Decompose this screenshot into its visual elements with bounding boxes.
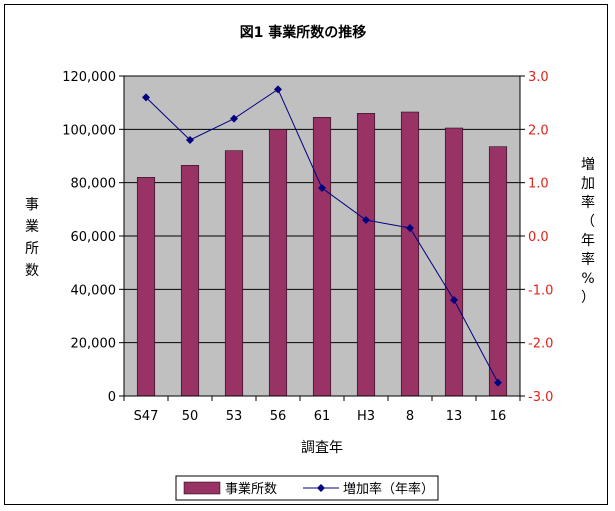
rate-point-13 [450,296,458,304]
axis-label-char: 所 [25,241,39,257]
y-tick-label: 60,000 [71,230,117,245]
x-tick-label: 53 [226,409,243,424]
legend: 事業所数 増加率（年率） [175,475,439,501]
bar-56 [268,129,288,397]
bar-H3 [356,113,376,397]
axis-label-char: 事 [25,197,39,213]
chart-title: 図1 事業所数の推移 [240,24,367,41]
axis-label-char: （ [581,214,595,230]
axis-label-char: 数 [25,263,39,279]
x-tick-label: 13 [446,409,463,424]
y2-tick-label: -3.0 [528,390,553,405]
x-tick-label: 50 [182,409,199,424]
x-axis-label: 調査年 [301,440,343,456]
x-tick-labels: S47 50 53 56 61 H3 8 13 16 [134,409,507,424]
y-tick-label: 0 [108,390,116,405]
rate-line [142,85,502,387]
y2-axis-label: 増加率（年率%） [581,157,595,306]
y2-tick-label: 2.0 [528,123,549,138]
axis-label-char: 業 [25,219,39,235]
y-tick-label: 40,000 [71,283,117,298]
y-tick-label: 100,000 [62,123,116,138]
y-tick-label: 20,000 [71,337,117,352]
y2-tick-labels: -3.0 -2.0 -1.0 0.0 1.0 2.0 3.0 [528,70,553,405]
axis-label-char: 年 [581,233,595,249]
bar-S47 [136,177,156,397]
y2-tick-label: -2.0 [528,337,553,352]
axis-label-char: 加 [581,176,595,192]
axis-label-char: % [581,271,594,287]
legend-line-marker [317,484,325,492]
y-tick-labels: 0 20,000 40,000 60,000 80,000 100,000 120,000 [62,70,116,405]
legend-label-line: 増加率（年率） [343,481,434,497]
rate-point-50 [186,136,194,144]
chart-svg: 図1 事業所数の推移 0 20,000 40,000 60,000 80,000 100,… [25,24,595,501]
y-axis-label: 事業所数 [25,197,39,279]
axis-label-char: ） [581,290,595,306]
rate-point-61 [318,184,326,192]
y2-tick-label: 0.0 [528,230,549,245]
y-tick-label: 80,000 [71,177,117,192]
y2-tick-label: -1.0 [528,283,553,298]
x-tick-label: S47 [134,409,159,424]
y2-tick-label: 1.0 [528,177,549,192]
y-tick-label: 120,000 [62,70,116,85]
bar-16 [488,146,508,397]
axis-label-char: 増 [581,157,595,173]
bar-61 [312,117,332,397]
x-tick-label: 61 [314,409,331,424]
bars [136,111,508,397]
legend-label-bars: 事業所数 [225,481,277,497]
y2-tick-label: 3.0 [528,70,549,85]
bar-13 [444,127,464,397]
rate-point-S47 [142,93,150,102]
bar-50 [180,165,200,397]
legend-bar-swatch [183,481,221,495]
bar-53 [224,150,244,397]
axis-label-char: 率 [581,251,595,268]
x-tick-label: H3 [357,409,375,424]
axes [119,75,525,401]
rate-point-8 [406,224,414,232]
x-tick-label: 56 [270,409,287,424]
rate-point-53 [230,114,238,123]
bar-8 [400,111,420,397]
rate-point-56 [274,85,282,94]
chart-frame: 図1 事業所数の推移 0 20,000 40,000 60,000 80,000 100,… [4,4,608,505]
x-tick-label: 16 [490,409,507,424]
rate-point-H3 [362,216,370,224]
x-tick-label: 8 [406,409,414,424]
rate-point-16 [494,378,502,387]
axis-label-char: 率 [581,194,595,211]
